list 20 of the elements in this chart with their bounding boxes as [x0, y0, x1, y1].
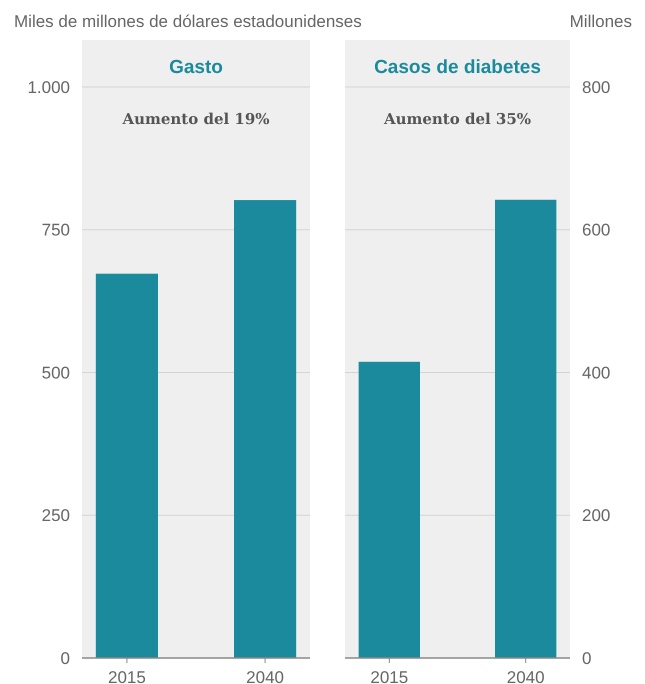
x-tick-label: 2015: [108, 668, 146, 684]
y-axis-title: Millones: [570, 12, 632, 31]
y-tick-label: 400: [582, 363, 610, 382]
y-tick-label: 1.000: [27, 78, 70, 97]
y-tick-label: 500: [42, 363, 70, 382]
y-tick-label: 0: [60, 648, 70, 668]
chart-title: Gasto: [169, 57, 223, 78]
y-tick-label: 750: [42, 220, 70, 240]
y-tick-label: 800: [582, 78, 610, 97]
text: Aumento del 35%: [382, 110, 532, 128]
x-tick-label: 2040: [246, 668, 284, 684]
y-tick-label: 600: [582, 220, 610, 240]
x-tick-label: 2040: [506, 668, 545, 684]
x-tick-label: 2015: [370, 668, 408, 684]
y-axis-title: Miles de millones de dólares estadounidenses: [14, 12, 362, 31]
y-tick-label: 0: [582, 648, 592, 668]
text: Aumento del 19%: [121, 110, 270, 128]
chart-title: Casos de diabetes: [374, 57, 541, 78]
y-tick-label: 250: [42, 506, 70, 526]
y-tick-label: 200: [582, 506, 610, 526]
